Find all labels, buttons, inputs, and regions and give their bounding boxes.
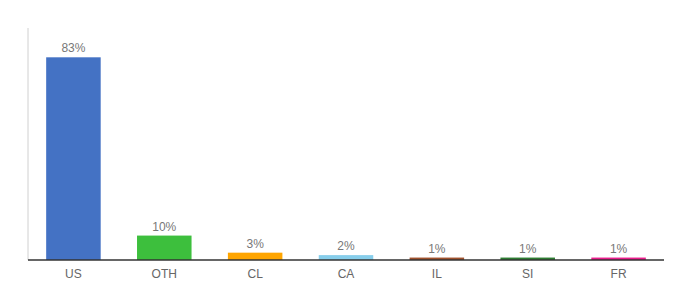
data-label: 2% bbox=[337, 239, 355, 253]
x-tick-label: SI bbox=[522, 267, 533, 281]
bar bbox=[228, 253, 283, 260]
x-axis-line bbox=[28, 259, 664, 261]
y-axis-line bbox=[28, 28, 29, 260]
data-label: 1% bbox=[519, 242, 537, 256]
x-tick-label: OTH bbox=[152, 267, 177, 281]
x-tick-label: US bbox=[65, 267, 82, 281]
x-tick-label: CL bbox=[247, 267, 263, 281]
x-tick-label: IL bbox=[432, 267, 442, 281]
x-tick-label: CA bbox=[338, 267, 355, 281]
data-label: 83% bbox=[61, 41, 85, 55]
bars bbox=[46, 57, 646, 260]
data-label: 10% bbox=[152, 220, 176, 234]
bar bbox=[137, 236, 192, 260]
chart: 83% 10% 3% 2% 1% 1% 1% US OTH CL CA IL SI FR bbox=[0, 0, 680, 300]
bar bbox=[46, 57, 101, 260]
data-label: 1% bbox=[428, 242, 446, 256]
data-label: 3% bbox=[246, 237, 264, 251]
data-label: 1% bbox=[610, 242, 628, 256]
x-tick-label: FR bbox=[611, 267, 627, 281]
